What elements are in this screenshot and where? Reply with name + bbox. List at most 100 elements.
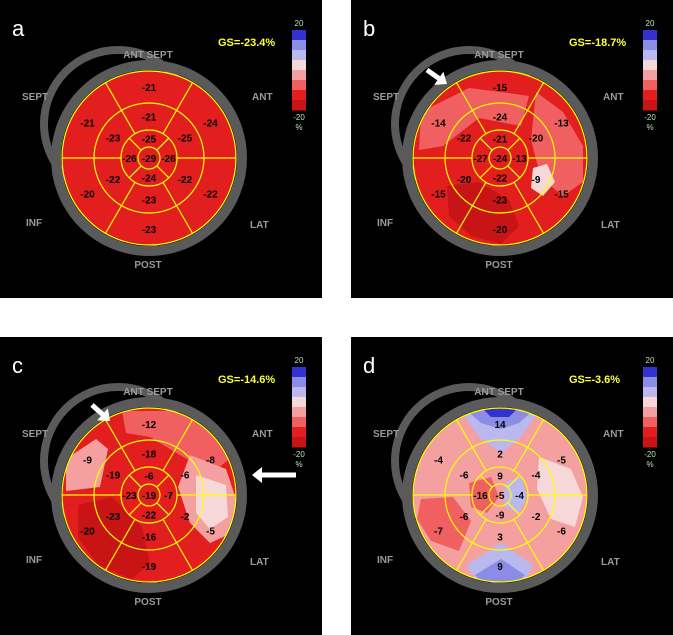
segment-divider — [526, 82, 545, 111]
segment-divider — [507, 502, 521, 516]
legend-color-step — [292, 437, 306, 448]
apical-segment-value: -22 — [142, 511, 157, 522]
basal-segment-value: -15 — [554, 190, 569, 201]
mid-segment-value: -21 — [142, 113, 157, 124]
legend-color-step — [643, 50, 657, 61]
basal-segment-value: -9 — [83, 456, 92, 467]
lv-ring — [402, 60, 598, 256]
direction-label-inf: INF — [377, 555, 393, 566]
panel-label: a — [12, 16, 25, 41]
myocardium-fill — [62, 71, 236, 245]
apical-segment-value: -16 — [473, 491, 488, 502]
legend-color-step — [292, 80, 306, 91]
global-strain: GS=-14.6% — [218, 374, 275, 386]
panel-c: -12 -8 -5 -19 -20 -9 -18 -6 -2 -16 -23 -19 -6 -7 -22 -2… — [0, 337, 322, 635]
segment-divider — [162, 181, 178, 206]
global-strain: GS=-18.7% — [569, 37, 626, 49]
apical-segment-value: -6 — [145, 472, 154, 483]
direction-label-sept: SEPT — [22, 429, 48, 440]
segment-divider — [156, 474, 170, 488]
legend-color-step — [643, 40, 657, 51]
segment-divider — [156, 502, 170, 516]
segment-divider — [455, 205, 474, 234]
basal-segment-value: -15 — [431, 190, 446, 201]
mid-segment-value: -4 — [531, 470, 540, 481]
legend-color-step — [292, 50, 306, 61]
legend-color-step — [292, 397, 306, 408]
basal-segment-value: -8 — [206, 456, 215, 467]
direction-label-post: POST — [134, 260, 161, 271]
direction-label-sept: SEPT — [22, 92, 48, 103]
mid-segment-value: -22 — [178, 175, 193, 186]
panel-label: b — [363, 16, 375, 41]
strain-map — [413, 408, 587, 582]
mid-segment-value: -2 — [180, 512, 189, 523]
basal-segment-value: -5 — [557, 456, 566, 467]
segment-ring — [488, 146, 512, 170]
panel-d: 14 -5 -6 9 -7 -4 2 -4 -2 3 -6 -6 9 -4 -9 -16 -5 ANT SEPT S… — [351, 337, 673, 635]
segment-ring — [488, 483, 512, 507]
segment-divider — [479, 502, 493, 516]
global-strain: GS=-23.4% — [218, 37, 275, 49]
direction-label-ant: ANT — [252, 92, 273, 103]
legend-color-step — [643, 30, 657, 41]
segment-divider — [104, 542, 123, 571]
basal-segment-value: -21 — [142, 83, 157, 94]
legend-max: 20 — [646, 19, 655, 28]
arrow-icon — [90, 403, 110, 421]
direction-label-inf: INF — [26, 555, 42, 566]
mid-segment-value: -22 — [106, 175, 121, 186]
segment-divider — [104, 419, 123, 448]
legend-color-step — [643, 417, 657, 428]
segment-divider — [455, 82, 474, 111]
segment-divider — [156, 165, 170, 179]
legend-min: -20 — [293, 450, 305, 459]
segment-divider — [455, 542, 474, 571]
legend-unit: % — [295, 460, 302, 469]
basal-segment-value: -15 — [493, 83, 508, 94]
direction-label-inf: INF — [26, 218, 42, 229]
legend-color-step — [292, 407, 306, 418]
basal-segment-value: -20 — [80, 190, 95, 201]
mid-segment-value: -18 — [142, 450, 157, 461]
segment-divider — [513, 518, 529, 543]
basal-segment-value: -19 — [142, 562, 157, 573]
strain-patch — [537, 457, 583, 527]
strain-patch — [483, 409, 517, 417]
legend-color-step — [643, 377, 657, 388]
legend-color-step — [292, 70, 306, 81]
segment-divider — [471, 181, 487, 206]
segment-divider — [479, 165, 493, 179]
segment-divider — [120, 181, 136, 206]
apical-segment-value: -23 — [122, 491, 137, 502]
mid-segment-value: -23 — [142, 196, 157, 207]
legend-max: 20 — [295, 19, 304, 28]
mid-segment-value: -20 — [457, 175, 472, 186]
basal-segment-value: 14 — [494, 420, 506, 431]
arrow-icon — [425, 67, 447, 85]
apical-segment-value: -21 — [493, 135, 508, 146]
segment-divider — [104, 205, 123, 234]
segment-divider — [128, 474, 142, 488]
segment-divider — [162, 447, 178, 472]
strain-patch — [531, 164, 555, 196]
apical-segment-value: -24 — [142, 174, 157, 185]
mid-segment-value: -2 — [531, 512, 540, 523]
segment-ring — [137, 146, 161, 170]
apical-segment-value: -7 — [164, 491, 173, 502]
strain-patch — [465, 409, 535, 429]
lv-ring — [51, 397, 247, 593]
legend-min: -20 — [644, 450, 656, 459]
basal-segment-value: -5 — [206, 527, 215, 538]
basal-segment-value: -20 — [493, 225, 508, 236]
basal-segment-value: -12 — [142, 420, 157, 431]
segment-divider — [162, 518, 178, 543]
segment-divider — [526, 205, 545, 234]
direction-label-ant: ANT — [603, 92, 624, 103]
apex-value: -24 — [493, 154, 508, 165]
direction-label-lat: LAT — [601, 220, 620, 231]
mid-segment-value: -9 — [531, 175, 540, 186]
panel-a: -21 -24 -22 -23 -20 -21 -21 -25 -22 -23 -22 -23 -25-… — [0, 0, 322, 298]
segment-divider — [471, 447, 487, 472]
bullseye-plot: -15 -13 -15 -20 -15 -14 -24 -20 -9 -23 -20 -22 -21 -1… — [363, 16, 657, 271]
